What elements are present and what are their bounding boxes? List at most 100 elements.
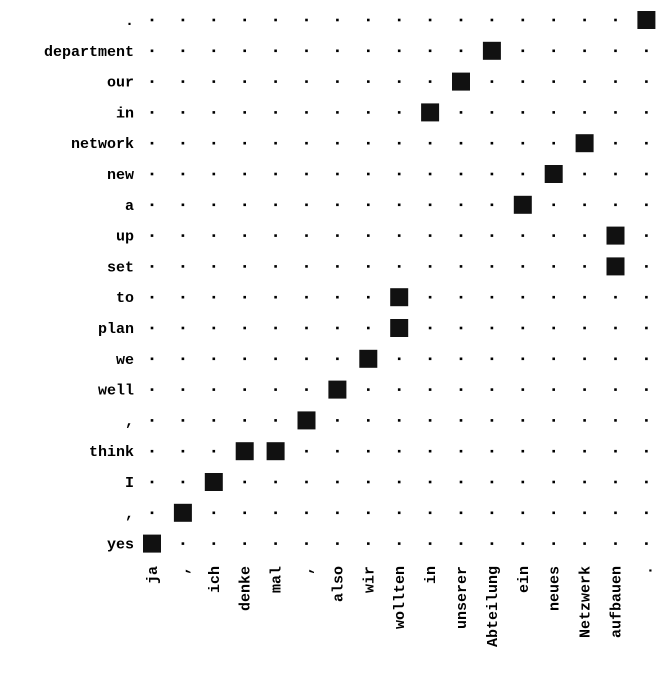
grid-dot bbox=[459, 18, 463, 22]
grid-dot bbox=[490, 265, 494, 268]
target-word-label: . bbox=[125, 13, 134, 30]
grid-dot bbox=[583, 388, 586, 391]
grid-dot bbox=[490, 203, 494, 207]
grid-dot bbox=[181, 295, 185, 299]
grid-dot bbox=[521, 326, 525, 330]
grid-dot bbox=[336, 111, 339, 114]
grid-dot bbox=[459, 326, 463, 330]
grid-dot bbox=[490, 234, 494, 237]
grid-dot bbox=[645, 234, 648, 237]
grid-dot bbox=[181, 80, 185, 83]
target-word-label: up bbox=[116, 229, 134, 246]
target-word-label: our bbox=[107, 75, 134, 92]
grid-dot bbox=[181, 141, 185, 145]
target-word-label: I bbox=[125, 475, 134, 492]
grid-dot bbox=[243, 480, 246, 484]
grid-dot bbox=[521, 18, 525, 22]
grid-dot bbox=[428, 480, 432, 484]
grid-dot bbox=[212, 419, 216, 422]
grid-dot bbox=[428, 203, 432, 207]
source-word-label: in bbox=[423, 566, 440, 584]
grid-dot bbox=[274, 295, 277, 299]
grid-dot bbox=[397, 141, 401, 145]
grid-dot bbox=[367, 295, 370, 299]
grid-dot bbox=[490, 449, 494, 453]
grid-dot bbox=[150, 80, 154, 83]
grid-dot bbox=[336, 295, 339, 299]
grid-dot bbox=[181, 49, 185, 53]
grid-dot bbox=[305, 172, 308, 176]
grid-dot bbox=[305, 18, 308, 22]
grid-dot bbox=[181, 480, 185, 484]
grid-dot bbox=[150, 265, 154, 268]
source-word-label: neues bbox=[547, 566, 564, 611]
grid-dot bbox=[428, 234, 432, 237]
grid-dot bbox=[645, 357, 648, 361]
alignment-link-mark bbox=[606, 257, 625, 276]
alignment-links bbox=[143, 11, 656, 553]
grid-dot bbox=[150, 388, 154, 391]
grid-dot bbox=[645, 265, 648, 268]
grid-dot bbox=[305, 449, 308, 453]
source-word-label: wollten bbox=[392, 566, 409, 629]
grid-dot bbox=[614, 511, 617, 515]
grid-dot bbox=[367, 480, 370, 484]
grid-dot bbox=[150, 172, 154, 176]
grid-dot bbox=[490, 80, 494, 83]
grid-dot bbox=[367, 141, 370, 145]
grid-dot bbox=[305, 480, 308, 484]
grid-dot bbox=[212, 49, 216, 53]
source-word-label: also bbox=[330, 566, 347, 602]
grid-dot bbox=[428, 80, 432, 83]
grid-dot bbox=[614, 203, 617, 207]
grid-dot bbox=[459, 542, 463, 545]
grid-dot bbox=[367, 542, 370, 545]
grid-dot bbox=[305, 49, 308, 53]
source-word-label: Netzwerk bbox=[578, 566, 595, 638]
alignment-link-mark bbox=[266, 442, 285, 461]
grid-dot bbox=[243, 388, 246, 391]
grid-dot bbox=[583, 326, 586, 330]
grid-dot bbox=[181, 18, 185, 22]
grid-dot bbox=[336, 542, 339, 545]
grid-dot bbox=[367, 511, 370, 515]
grid-dot bbox=[305, 141, 308, 145]
grid-dot bbox=[150, 480, 154, 484]
grid-dot bbox=[428, 419, 432, 422]
grid-dot bbox=[243, 80, 246, 83]
source-word-label: denke bbox=[238, 566, 255, 611]
grid-dot bbox=[583, 357, 586, 361]
grid-dot bbox=[459, 49, 463, 53]
alignment-link-mark bbox=[544, 165, 563, 183]
grid-dot bbox=[459, 357, 463, 361]
grid-dot bbox=[243, 49, 246, 53]
grid-dot bbox=[336, 18, 339, 22]
alignment-link-mark bbox=[143, 534, 161, 553]
grid-dot bbox=[305, 80, 308, 83]
grid-dot bbox=[397, 203, 401, 207]
alignment-link-mark bbox=[390, 288, 409, 307]
grid-dot bbox=[305, 326, 308, 330]
grid-dot bbox=[181, 111, 185, 114]
grid-dot bbox=[397, 419, 401, 422]
alignment-link-mark bbox=[575, 134, 594, 153]
grid-dot bbox=[490, 480, 494, 484]
grid-dot bbox=[645, 511, 648, 515]
grid-dot bbox=[336, 480, 339, 484]
grid-dot bbox=[552, 265, 555, 268]
grid-dot bbox=[490, 326, 494, 330]
grid-dot bbox=[274, 203, 277, 207]
grid-dot bbox=[428, 18, 432, 22]
grid-dot bbox=[645, 172, 648, 176]
grid-dot bbox=[397, 449, 401, 453]
grid-dot bbox=[336, 265, 339, 268]
target-word-label: a bbox=[125, 198, 134, 215]
alignment-link-mark bbox=[359, 349, 378, 368]
grid-dot bbox=[397, 18, 401, 22]
target-word-label: , bbox=[125, 413, 134, 430]
grid-dot bbox=[212, 18, 216, 22]
grid-dot bbox=[397, 80, 401, 83]
grid-dot bbox=[212, 511, 216, 515]
source-word-label: ein bbox=[516, 566, 533, 593]
